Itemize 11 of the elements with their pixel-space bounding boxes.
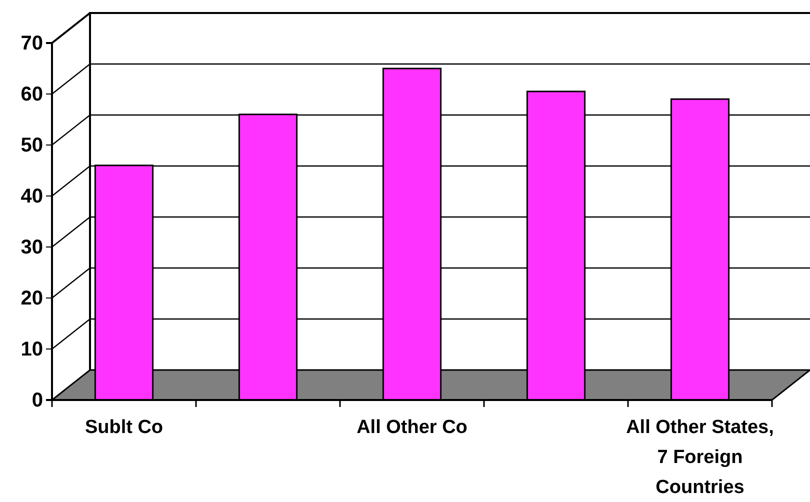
x-tick-label: Sublt Co	[84, 417, 164, 438]
y-tick-label: 50	[20, 134, 43, 156]
y-tick-label: 10	[20, 338, 43, 360]
y-tick-label: 40	[20, 185, 43, 208]
y-tick-label: 60	[20, 83, 43, 106]
x-tick-label: All Other States, 7 Foreign Countries	[626, 417, 774, 498]
y-tick-label: 30	[20, 236, 43, 258]
y-tick-label: 20	[20, 287, 43, 310]
x-tick-label: All Other Co	[356, 417, 468, 438]
y-tick-label: 70	[20, 32, 43, 54]
y-tick-label: 0	[32, 389, 43, 412]
